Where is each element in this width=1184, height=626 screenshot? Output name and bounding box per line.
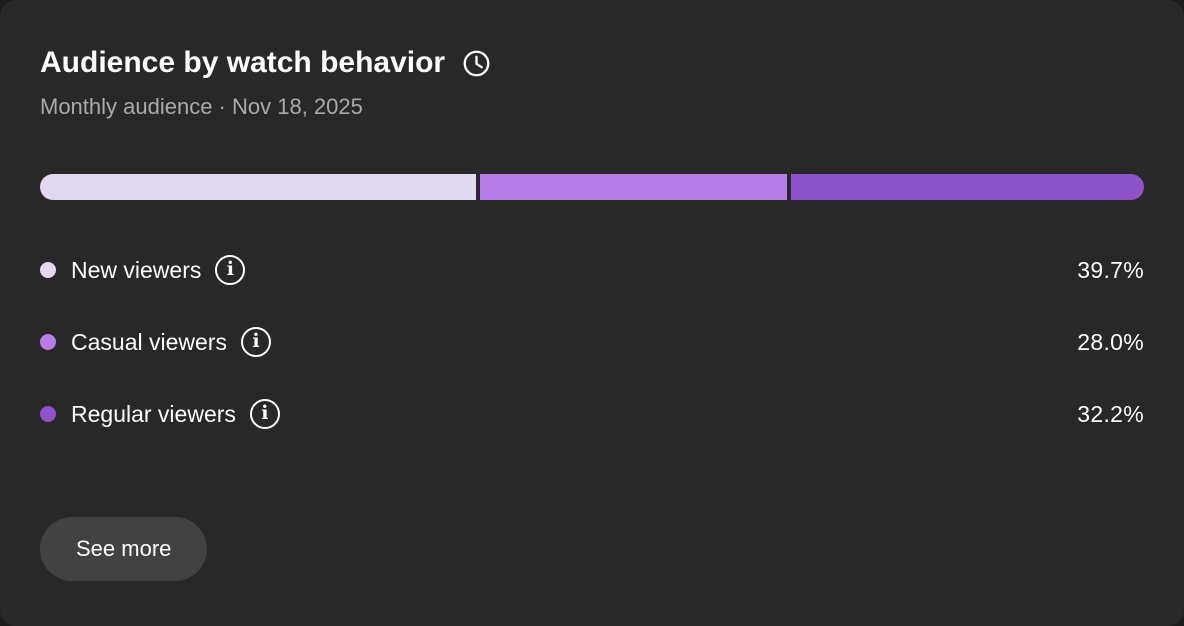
bar-segment-casual-viewers[interactable] xyxy=(479,174,787,200)
bar-segment-new-viewers[interactable] xyxy=(40,174,476,200)
legend-value: 39.7% xyxy=(1077,256,1144,283)
info-glyph: i xyxy=(226,257,234,280)
info-icon[interactable]: i xyxy=(240,327,271,357)
info-icon[interactable]: i xyxy=(249,399,280,429)
legend-dot xyxy=(40,406,56,422)
bar-segment-regular-viewers[interactable] xyxy=(790,174,1144,200)
legend-row-regular-viewers: Regular viewers i 32.2% xyxy=(40,378,1144,450)
card-subtitle: Monthly audience · Nov 18, 2025 xyxy=(40,94,363,119)
legend-value: 32.2% xyxy=(1077,400,1144,427)
legend-row-new-viewers: New viewers i 39.7% xyxy=(40,234,1144,306)
stacked-bar xyxy=(40,174,1144,200)
legend: New viewers i 39.7% Casual viewers i 28.0% Reg… xyxy=(40,234,1144,450)
info-icon[interactable]: i xyxy=(215,255,246,285)
legend-dot xyxy=(40,262,56,278)
legend-label: Casual viewers xyxy=(71,328,227,355)
card-header: Audience by watch behavior xyxy=(40,0,1144,82)
legend-value: 28.0% xyxy=(1077,328,1144,355)
clock-icon[interactable] xyxy=(461,48,492,79)
see-more-button[interactable]: See more xyxy=(40,517,208,581)
info-glyph: i xyxy=(252,329,260,352)
legend-row-casual-viewers: Casual viewers i 28.0% xyxy=(40,306,1144,378)
legend-label: New viewers xyxy=(71,256,202,283)
legend-label: Regular viewers xyxy=(71,400,236,427)
info-glyph: i xyxy=(261,401,269,424)
legend-dot xyxy=(40,334,56,350)
card-title: Audience by watch behavior xyxy=(40,46,446,79)
